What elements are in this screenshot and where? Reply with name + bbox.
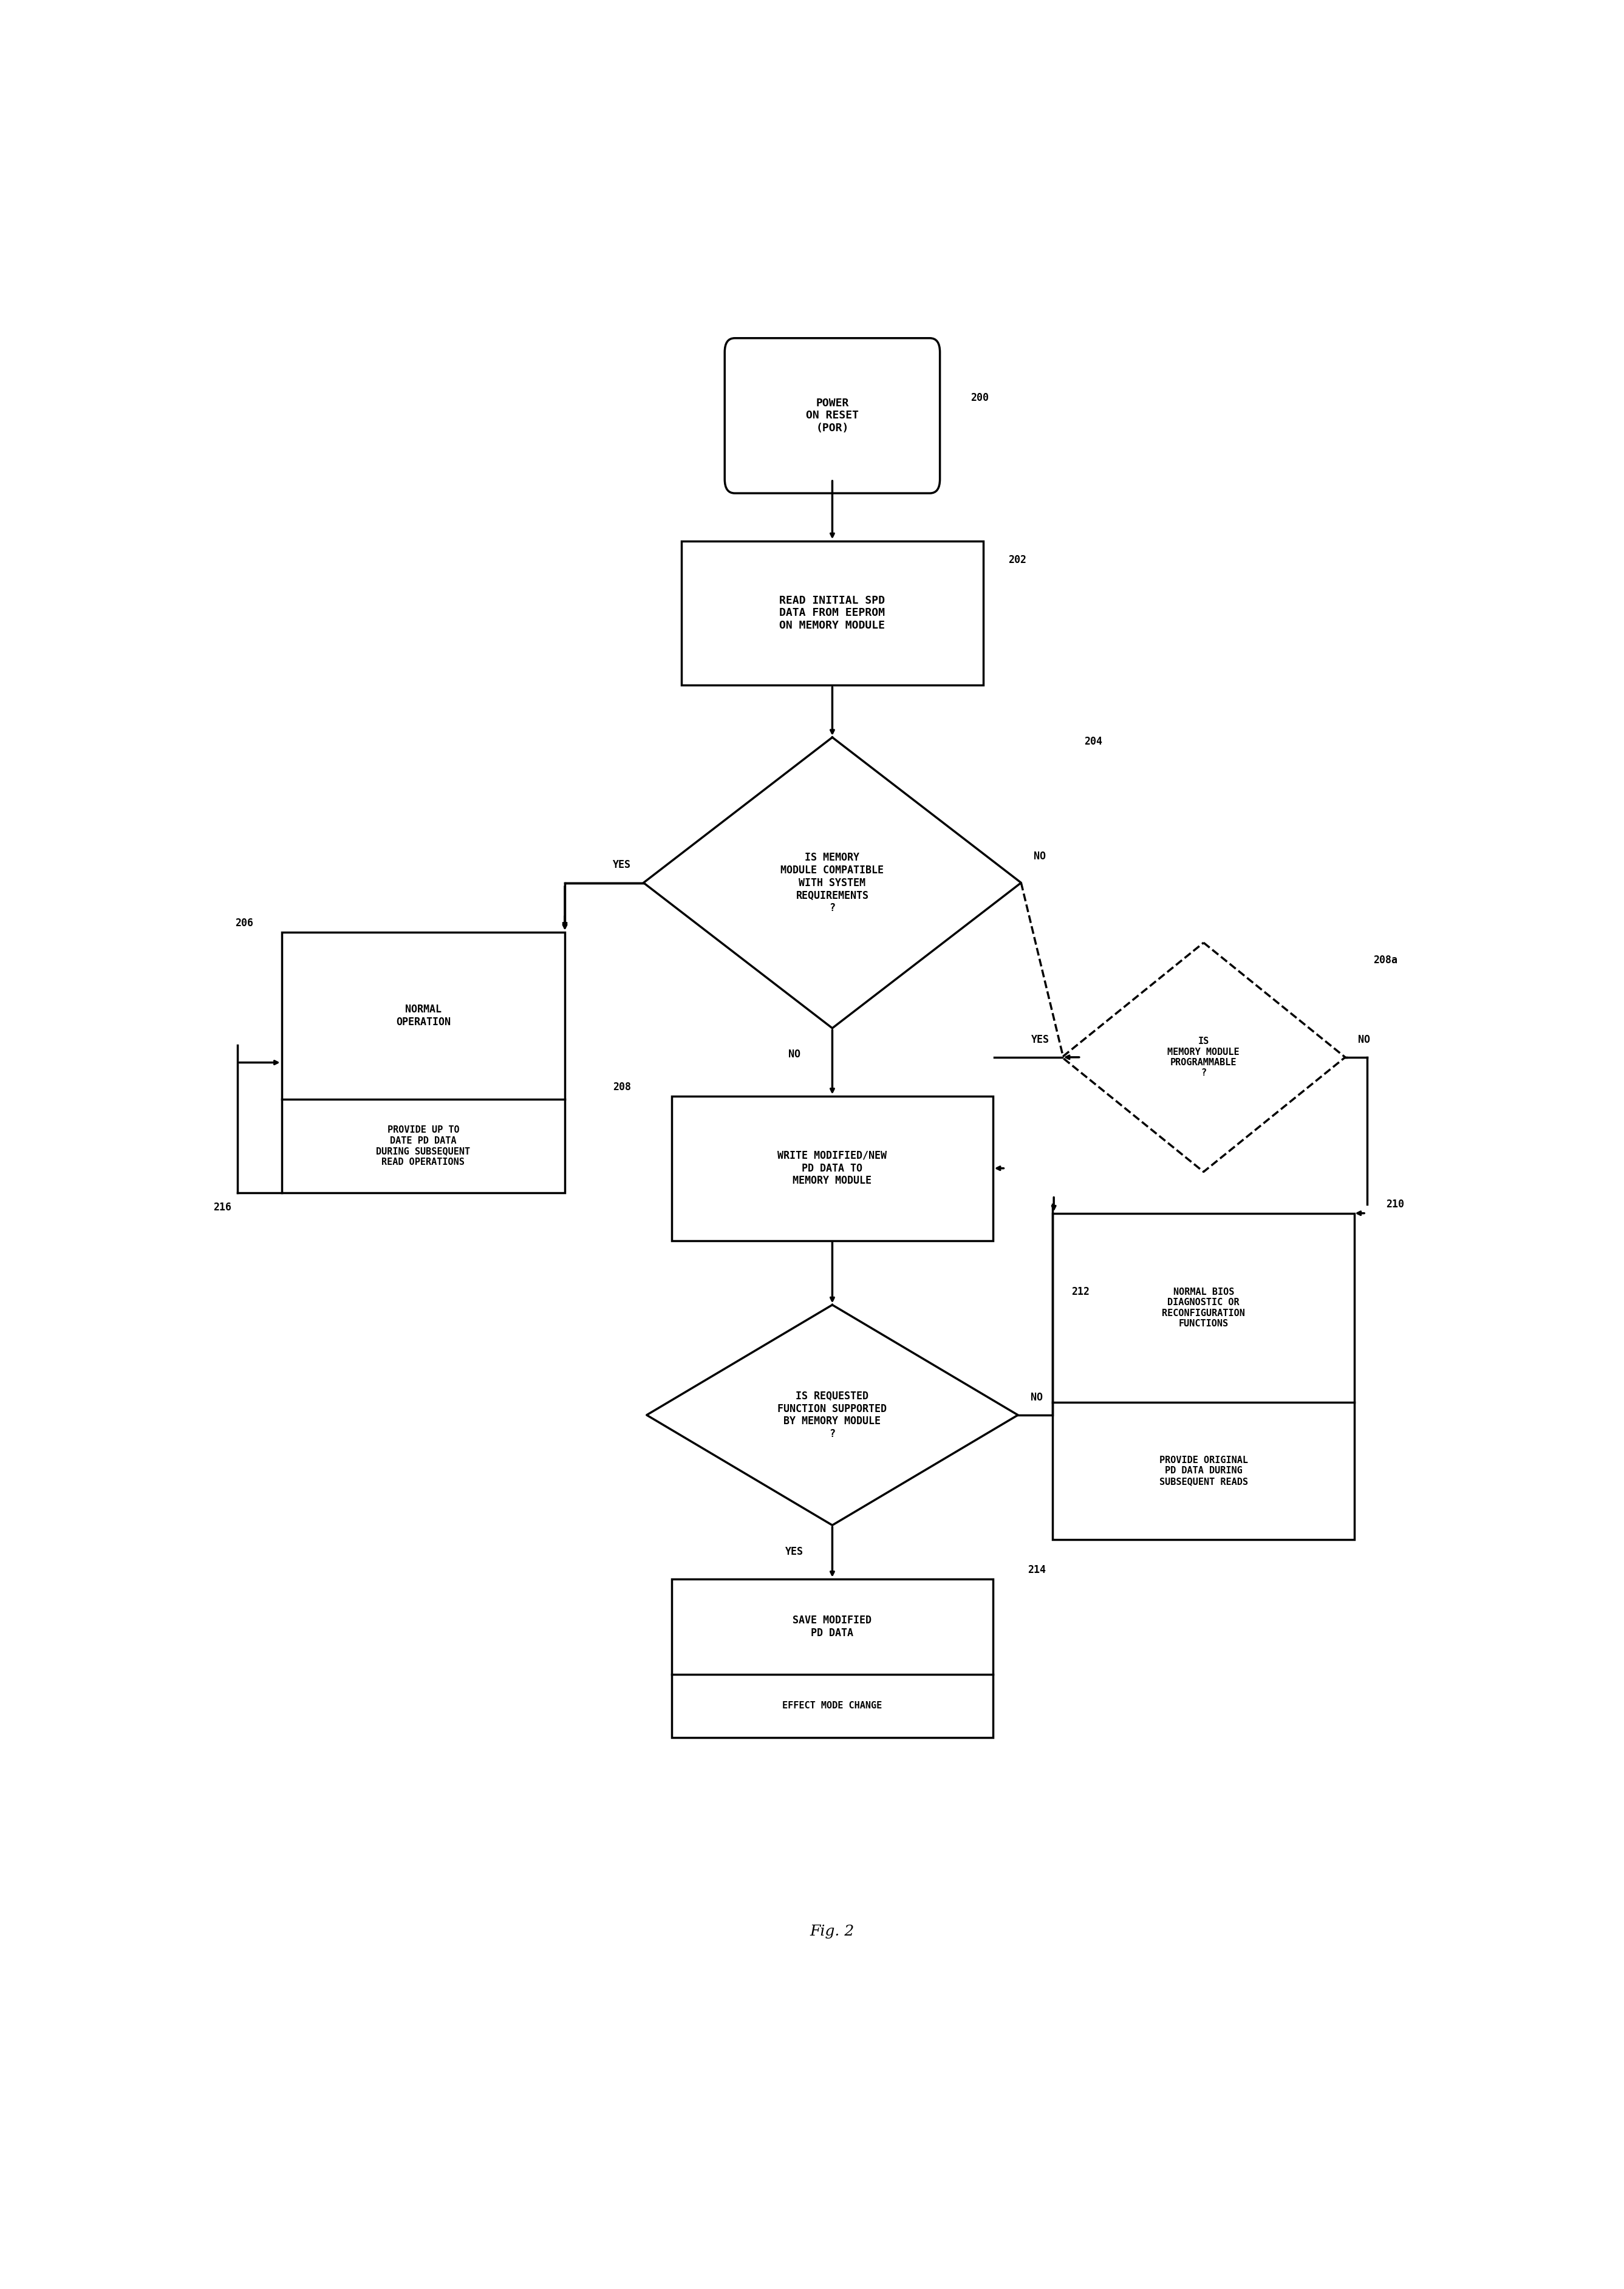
Polygon shape [646,1305,1018,1524]
Text: PROVIDE UP TO
DATE PD DATA
DURING SUBSEQUENT
READ OPERATIONS: PROVIDE UP TO DATE PD DATA DURING SUBSEQ… [377,1126,471,1167]
Bar [682,540,983,684]
Text: SAVE MODIFIED
PD DATA: SAVE MODIFIED PD DATA [793,1614,872,1639]
Text: IS
MEMORY MODULE
PROGRAMMABLE
?: IS MEMORY MODULE PROGRAMMABLE ? [1168,1037,1239,1078]
FancyBboxPatch shape [724,339,940,492]
Text: POWER
ON RESET
(POR): POWER ON RESET (POR) [806,398,859,435]
Text: YES: YES [1031,1035,1049,1046]
Text: 216: 216 [213,1202,231,1213]
Text: NO: NO [1031,1392,1043,1403]
Text: IS REQUESTED
FUNCTION SUPPORTED
BY MEMORY MODULE
?: IS REQUESTED FUNCTION SUPPORTED BY MEMOR… [778,1392,887,1440]
Text: NO: NO [789,1048,801,1060]
Text: 202: 202 [1009,554,1026,565]
Text: 208a: 208a [1374,955,1398,966]
Text: EFFECT MODE CHANGE: EFFECT MODE CHANGE [783,1701,882,1710]
Bar [672,1096,992,1241]
Text: 204: 204 [1083,737,1103,746]
Text: 208: 208 [612,1083,630,1092]
Bar [1052,1213,1354,1538]
Bar [281,932,565,1193]
Text: 214: 214 [1028,1566,1046,1575]
Text: Fig. 2: Fig. 2 [810,1925,854,1939]
Text: YES: YES [612,861,630,870]
Text: NORMAL BIOS
DIAGNOSTIC OR
RECONFIGURATION
FUNCTIONS: NORMAL BIOS DIAGNOSTIC OR RECONFIGURATIO… [1163,1286,1246,1328]
Text: NO: NO [1358,1035,1371,1046]
Text: READ INITIAL SPD
DATA FROM EEPROM
ON MEMORY MODULE: READ INITIAL SPD DATA FROM EEPROM ON MEM… [780,595,885,632]
Text: 212: 212 [1072,1286,1090,1298]
Text: WRITE MODIFIED/NEW
PD DATA TO
MEMORY MODULE: WRITE MODIFIED/NEW PD DATA TO MEMORY MOD… [778,1149,887,1186]
Text: PROVIDE ORIGINAL
PD DATA DURING
SUBSEQUENT READS: PROVIDE ORIGINAL PD DATA DURING SUBSEQUE… [1160,1456,1247,1486]
Text: 206: 206 [235,918,253,929]
Text: NO: NO [1033,852,1046,861]
Text: YES: YES [786,1545,804,1557]
Polygon shape [1062,943,1345,1172]
Text: IS MEMORY
MODULE COMPATIBLE
WITH SYSTEM
REQUIREMENTS
?: IS MEMORY MODULE COMPATIBLE WITH SYSTEM … [781,852,883,913]
Text: NORMAL
OPERATION: NORMAL OPERATION [396,1005,450,1028]
Text: 210: 210 [1387,1199,1405,1211]
Bar [672,1579,992,1737]
Text: 200: 200 [971,394,989,403]
Polygon shape [643,737,1021,1028]
